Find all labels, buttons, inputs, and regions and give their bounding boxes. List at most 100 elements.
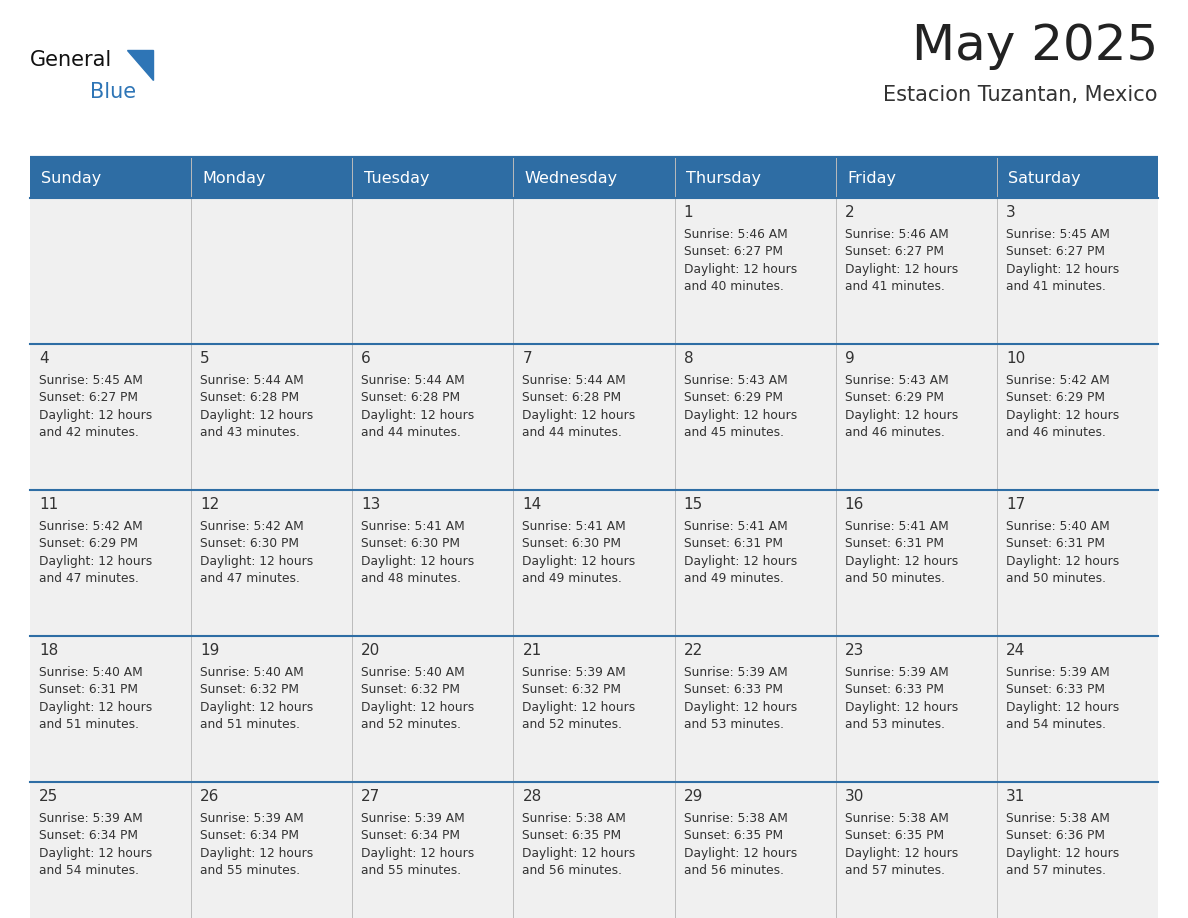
Text: Sunrise: 5:42 AM: Sunrise: 5:42 AM xyxy=(39,520,143,532)
Text: Sunset: 6:34 PM: Sunset: 6:34 PM xyxy=(200,829,299,842)
Text: Sunrise: 5:43 AM: Sunrise: 5:43 AM xyxy=(845,374,948,386)
Text: Sunset: 6:30 PM: Sunset: 6:30 PM xyxy=(200,537,299,550)
Text: Sunrise: 5:45 AM: Sunrise: 5:45 AM xyxy=(39,374,143,386)
Text: 22: 22 xyxy=(683,643,703,658)
Text: Sunset: 6:27 PM: Sunset: 6:27 PM xyxy=(1006,245,1105,258)
Text: Thursday: Thursday xyxy=(685,171,760,185)
Text: Sunrise: 5:40 AM: Sunrise: 5:40 AM xyxy=(39,666,143,678)
Text: Daylight: 12 hours: Daylight: 12 hours xyxy=(523,846,636,859)
Text: Sunset: 6:28 PM: Sunset: 6:28 PM xyxy=(361,391,461,404)
Text: Sunset: 6:29 PM: Sunset: 6:29 PM xyxy=(845,391,943,404)
Text: Sunrise: 5:38 AM: Sunrise: 5:38 AM xyxy=(1006,812,1110,824)
Text: 11: 11 xyxy=(39,497,58,512)
Text: 23: 23 xyxy=(845,643,864,658)
Text: and 41 minutes.: and 41 minutes. xyxy=(845,280,944,293)
Text: Sunset: 6:28 PM: Sunset: 6:28 PM xyxy=(200,391,299,404)
Text: Daylight: 12 hours: Daylight: 12 hours xyxy=(523,409,636,421)
Text: and 45 minutes.: and 45 minutes. xyxy=(683,426,784,439)
Text: Daylight: 12 hours: Daylight: 12 hours xyxy=(683,263,797,275)
Text: and 46 minutes.: and 46 minutes. xyxy=(845,426,944,439)
Text: and 50 minutes.: and 50 minutes. xyxy=(845,572,944,585)
Text: Blue: Blue xyxy=(90,82,137,102)
Text: Sunrise: 5:46 AM: Sunrise: 5:46 AM xyxy=(683,228,788,241)
Text: 19: 19 xyxy=(200,643,220,658)
Text: Tuesday: Tuesday xyxy=(364,171,429,185)
Text: Sunset: 6:27 PM: Sunset: 6:27 PM xyxy=(683,245,783,258)
Text: and 49 minutes.: and 49 minutes. xyxy=(523,572,623,585)
Text: Daylight: 12 hours: Daylight: 12 hours xyxy=(683,700,797,713)
Text: and 55 minutes.: and 55 minutes. xyxy=(361,864,461,877)
Text: 15: 15 xyxy=(683,497,703,512)
Text: Daylight: 12 hours: Daylight: 12 hours xyxy=(200,409,314,421)
Text: and 47 minutes.: and 47 minutes. xyxy=(200,572,301,585)
Text: and 56 minutes.: and 56 minutes. xyxy=(683,864,784,877)
Text: Sunrise: 5:39 AM: Sunrise: 5:39 AM xyxy=(523,666,626,678)
Text: Daylight: 12 hours: Daylight: 12 hours xyxy=(39,846,152,859)
Bar xyxy=(30,636,1158,782)
Text: Sunset: 6:31 PM: Sunset: 6:31 PM xyxy=(1006,537,1105,550)
Text: 10: 10 xyxy=(1006,351,1025,366)
Bar xyxy=(30,198,1158,344)
Text: Sunrise: 5:39 AM: Sunrise: 5:39 AM xyxy=(361,812,465,824)
Text: Daylight: 12 hours: Daylight: 12 hours xyxy=(1006,409,1119,421)
Text: Sunset: 6:34 PM: Sunset: 6:34 PM xyxy=(39,829,138,842)
Text: Sunset: 6:35 PM: Sunset: 6:35 PM xyxy=(845,829,943,842)
Text: Sunset: 6:30 PM: Sunset: 6:30 PM xyxy=(523,537,621,550)
Text: Sunrise: 5:40 AM: Sunrise: 5:40 AM xyxy=(200,666,304,678)
Text: Daylight: 12 hours: Daylight: 12 hours xyxy=(200,554,314,567)
Text: and 41 minutes.: and 41 minutes. xyxy=(1006,280,1106,293)
Text: 31: 31 xyxy=(1006,789,1025,804)
Text: and 57 minutes.: and 57 minutes. xyxy=(1006,864,1106,877)
Text: 5: 5 xyxy=(200,351,210,366)
Text: 7: 7 xyxy=(523,351,532,366)
Text: Sunset: 6:31 PM: Sunset: 6:31 PM xyxy=(39,683,138,696)
Text: 2: 2 xyxy=(845,205,854,220)
Text: Sunrise: 5:45 AM: Sunrise: 5:45 AM xyxy=(1006,228,1110,241)
Bar xyxy=(30,344,1158,490)
Text: Daylight: 12 hours: Daylight: 12 hours xyxy=(845,846,958,859)
Text: Sunrise: 5:39 AM: Sunrise: 5:39 AM xyxy=(683,666,788,678)
Text: Estacion Tuzantan, Mexico: Estacion Tuzantan, Mexico xyxy=(884,85,1158,105)
Text: 24: 24 xyxy=(1006,643,1025,658)
Bar xyxy=(30,158,1158,198)
Text: Sunrise: 5:44 AM: Sunrise: 5:44 AM xyxy=(361,374,465,386)
Text: Sunset: 6:32 PM: Sunset: 6:32 PM xyxy=(200,683,299,696)
Text: Daylight: 12 hours: Daylight: 12 hours xyxy=(39,554,152,567)
Text: 14: 14 xyxy=(523,497,542,512)
Text: Sunset: 6:29 PM: Sunset: 6:29 PM xyxy=(1006,391,1105,404)
Text: Sunrise: 5:38 AM: Sunrise: 5:38 AM xyxy=(683,812,788,824)
Text: Sunrise: 5:38 AM: Sunrise: 5:38 AM xyxy=(523,812,626,824)
Text: Sunrise: 5:41 AM: Sunrise: 5:41 AM xyxy=(361,520,465,532)
Text: and 53 minutes.: and 53 minutes. xyxy=(845,718,944,731)
Text: and 48 minutes.: and 48 minutes. xyxy=(361,572,461,585)
Text: 13: 13 xyxy=(361,497,380,512)
Text: 17: 17 xyxy=(1006,497,1025,512)
Text: Daylight: 12 hours: Daylight: 12 hours xyxy=(200,700,314,713)
Text: Sunset: 6:29 PM: Sunset: 6:29 PM xyxy=(39,537,138,550)
Text: Daylight: 12 hours: Daylight: 12 hours xyxy=(1006,554,1119,567)
Text: Daylight: 12 hours: Daylight: 12 hours xyxy=(523,700,636,713)
Text: and 44 minutes.: and 44 minutes. xyxy=(361,426,461,439)
Text: 6: 6 xyxy=(361,351,371,366)
Text: Monday: Monday xyxy=(202,171,266,185)
Text: and 50 minutes.: and 50 minutes. xyxy=(1006,572,1106,585)
Text: and 51 minutes.: and 51 minutes. xyxy=(39,718,139,731)
Text: Sunrise: 5:39 AM: Sunrise: 5:39 AM xyxy=(845,666,948,678)
Text: 21: 21 xyxy=(523,643,542,658)
Text: Daylight: 12 hours: Daylight: 12 hours xyxy=(683,554,797,567)
Text: Sunrise: 5:39 AM: Sunrise: 5:39 AM xyxy=(39,812,143,824)
Text: Sunrise: 5:42 AM: Sunrise: 5:42 AM xyxy=(1006,374,1110,386)
Text: Daylight: 12 hours: Daylight: 12 hours xyxy=(361,846,474,859)
Text: Sunrise: 5:41 AM: Sunrise: 5:41 AM xyxy=(683,520,788,532)
Text: Sunset: 6:27 PM: Sunset: 6:27 PM xyxy=(39,391,138,404)
Text: Friday: Friday xyxy=(847,171,896,185)
Text: and 53 minutes.: and 53 minutes. xyxy=(683,718,784,731)
Text: 9: 9 xyxy=(845,351,854,366)
Text: 1: 1 xyxy=(683,205,693,220)
Text: Sunrise: 5:38 AM: Sunrise: 5:38 AM xyxy=(845,812,948,824)
Text: Daylight: 12 hours: Daylight: 12 hours xyxy=(361,700,474,713)
Bar xyxy=(30,490,1158,636)
Text: Daylight: 12 hours: Daylight: 12 hours xyxy=(845,700,958,713)
Text: and 49 minutes.: and 49 minutes. xyxy=(683,572,783,585)
Text: Sunrise: 5:43 AM: Sunrise: 5:43 AM xyxy=(683,374,788,386)
